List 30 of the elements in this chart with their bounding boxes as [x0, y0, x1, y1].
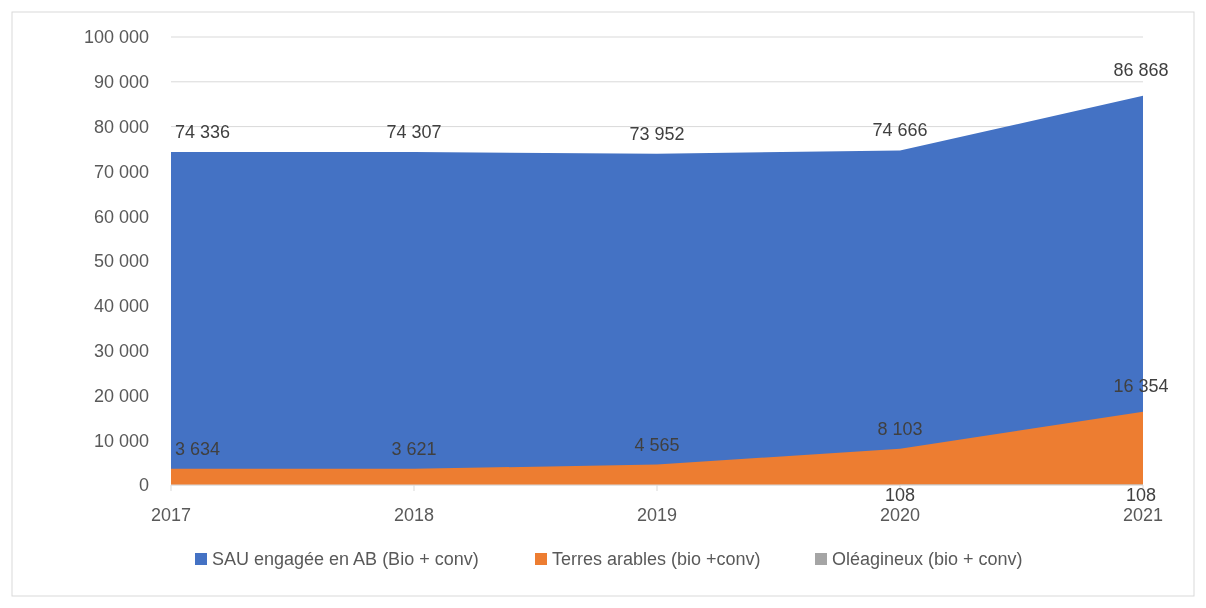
data-label: 3 621: [391, 438, 437, 459]
y-tick-label: 10 000: [93, 430, 149, 451]
x-tick-label: 2020: [879, 505, 921, 525]
data-label: 73 952: [629, 123, 685, 144]
y-tick-label: 60 000: [93, 206, 149, 227]
data-label: 74 336: [175, 121, 231, 142]
data-label: 74 307: [386, 122, 442, 143]
legend-label: Terres arables (bio +conv): [552, 549, 761, 570]
y-tick-label: 30 000: [93, 340, 149, 361]
data-label: 8 103: [877, 418, 923, 439]
y-tick-label: 70 000: [93, 161, 149, 182]
legend-label: Oléagineux (bio + conv): [832, 549, 1023, 570]
y-tick-label: 0: [138, 475, 149, 496]
data-label: 74 666: [872, 120, 928, 141]
x-tick-label: 2017: [150, 505, 192, 525]
y-tick-label: 90 000: [93, 72, 149, 93]
data-label: 86 868: [1113, 59, 1169, 80]
data-label: 108: [884, 484, 916, 505]
data-label: 4 565: [634, 434, 680, 455]
y-tick-label: 50 000: [93, 251, 149, 272]
x-tick-label: 2021: [1122, 505, 1164, 525]
data-label: 108: [1125, 484, 1157, 505]
legend-label: SAU engagée en AB (Bio + conv): [212, 549, 479, 570]
data-label: 3 634: [175, 438, 221, 459]
x-tick-label: 2018: [393, 505, 435, 525]
y-tick-label: 100 000: [83, 27, 149, 48]
y-tick-label: 80 000: [93, 116, 149, 137]
x-tick-label: 2019: [636, 505, 678, 525]
y-tick-label: 20 000: [93, 385, 149, 406]
y-tick-label: 40 000: [93, 296, 149, 317]
